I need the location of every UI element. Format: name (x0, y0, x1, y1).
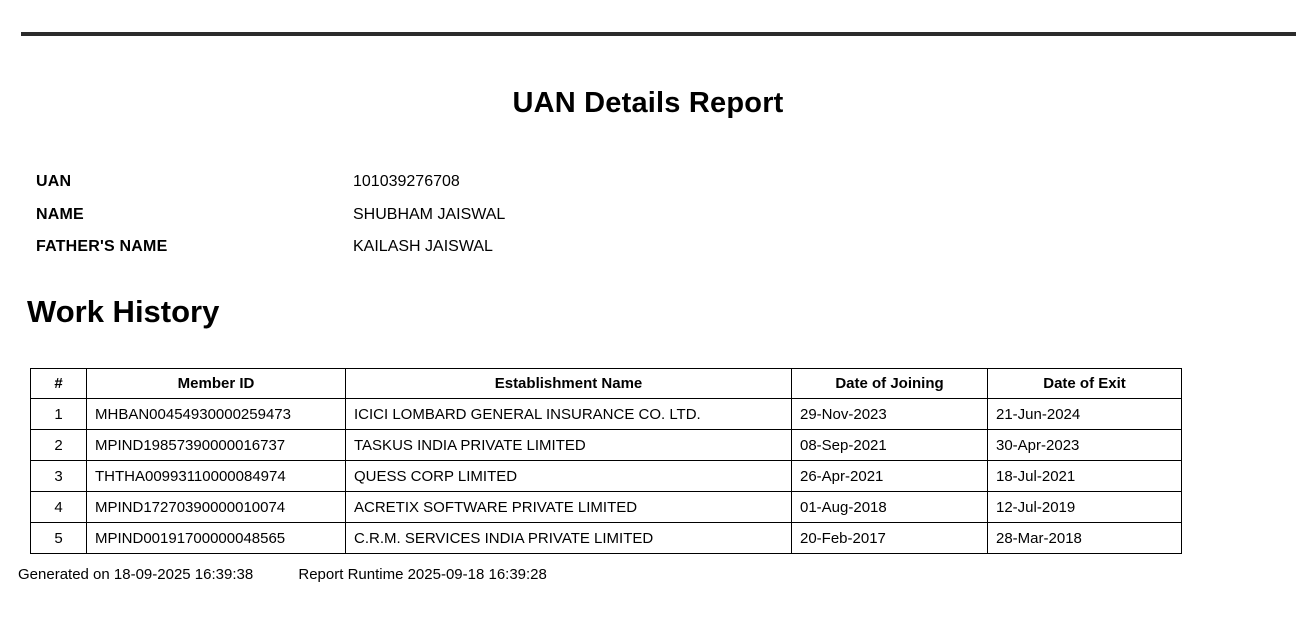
cell-serial: 3 (30, 460, 87, 492)
cell-member-id: MPIND17270390000010074 (86, 491, 346, 523)
cell-member-id: MHBAN00454930000259473 (86, 398, 346, 430)
column-header-member-id: Member ID (86, 368, 346, 399)
cell-date-of-exit: 30-Apr-2023 (987, 429, 1182, 461)
cell-date-of-exit: 28-Mar-2018 (987, 522, 1182, 554)
cell-date-of-joining: 20-Feb-2017 (791, 522, 988, 554)
cell-member-id: THTHA00993110000084974 (86, 460, 346, 492)
cell-serial: 2 (30, 429, 87, 461)
table-row: 2 MPIND19857390000016737 TASKUS INDIA PRIV… (30, 429, 1182, 461)
cell-serial: 4 (30, 491, 87, 523)
table-row: 5 MPIND00191700000048565 C.R.M. SERVICES I… (30, 522, 1182, 554)
uan-details-section: UAN 101039276708 NAME SHUBHAM JAISWAL FA… (36, 166, 505, 264)
cell-establishment-name: TASKUS INDIA PRIVATE LIMITED (345, 429, 792, 461)
cell-member-id: MPIND19857390000016737 (86, 429, 346, 461)
report-footer: Generated on 18-09-2025 16:39:38 Report … (18, 566, 547, 583)
uan-value: 101039276708 (353, 173, 460, 191)
report-title: UAN Details Report (512, 87, 784, 119)
column-header-serial: # (30, 368, 87, 399)
table-row: 4 MPIND17270390000010074 ACRETIX SOFTWARE … (30, 491, 1182, 523)
table-row: 1 MHBAN00454930000259473 ICICI LOMBARD GEN… (30, 398, 1182, 430)
table-header-row: # Member ID Establishment Name Date of J… (30, 368, 1182, 399)
cell-date-of-exit: 12-Jul-2019 (987, 491, 1182, 523)
cell-serial: 1 (30, 398, 87, 430)
table-row: 3 THTHA00993110000084974 QUESS CORP LIMITE… (30, 460, 1182, 492)
cell-date-of-joining: 29-Nov-2023 (791, 398, 988, 430)
column-header-date-of-joining: Date of Joining (791, 368, 988, 399)
cell-establishment-name: ACRETIX SOFTWARE PRIVATE LIMITED (345, 491, 792, 523)
name-value: SHUBHAM JAISWAL (353, 205, 506, 223)
work-history-heading: Work History (27, 294, 220, 329)
fathers-name-label: FATHER'S NAME (36, 238, 168, 256)
cell-serial: 5 (30, 522, 87, 554)
detail-row-name: NAME SHUBHAM JAISWAL (36, 199, 505, 232)
cell-date-of-exit: 18-Jul-2021 (987, 460, 1182, 492)
cell-establishment-name: C.R.M. SERVICES INDIA PRIVATE LIMITED (345, 522, 792, 554)
cell-establishment-name: ICICI LOMBARD GENERAL INSURANCE CO. LTD. (345, 398, 792, 430)
cell-date-of-joining: 08-Sep-2021 (791, 429, 988, 461)
name-label: NAME (36, 205, 84, 223)
cell-member-id: MPIND00191700000048565 (86, 522, 346, 554)
column-header-establishment-name: Establishment Name (345, 368, 792, 399)
header-rule (21, 32, 1296, 36)
work-history-table-body: 1 MHBAN00454930000259473 ICICI LOMBARD GEN… (30, 398, 1182, 554)
cell-establishment-name: QUESS CORP LIMITED (345, 460, 792, 492)
generated-on-text: Generated on 18-09-2025 16:39:38 (18, 566, 254, 583)
fathers-name-value: KAILASH JAISWAL (353, 238, 493, 256)
cell-date-of-joining: 26-Apr-2021 (791, 460, 988, 492)
uan-label: UAN (36, 173, 72, 191)
column-header-date-of-exit: Date of Exit (987, 368, 1182, 399)
detail-row-uan: UAN 101039276708 (36, 166, 505, 199)
cell-date-of-exit: 21-Jun-2024 (987, 398, 1182, 430)
report-runtime-text: Report Runtime 2025-09-18 16:39:28 (298, 566, 547, 583)
work-history-table: # Member ID Establishment Name Date of J… (30, 368, 1182, 554)
detail-row-fathers-name: FATHER'S NAME KAILASH JAISWAL (36, 231, 505, 264)
cell-date-of-joining: 01-Aug-2018 (791, 491, 988, 523)
